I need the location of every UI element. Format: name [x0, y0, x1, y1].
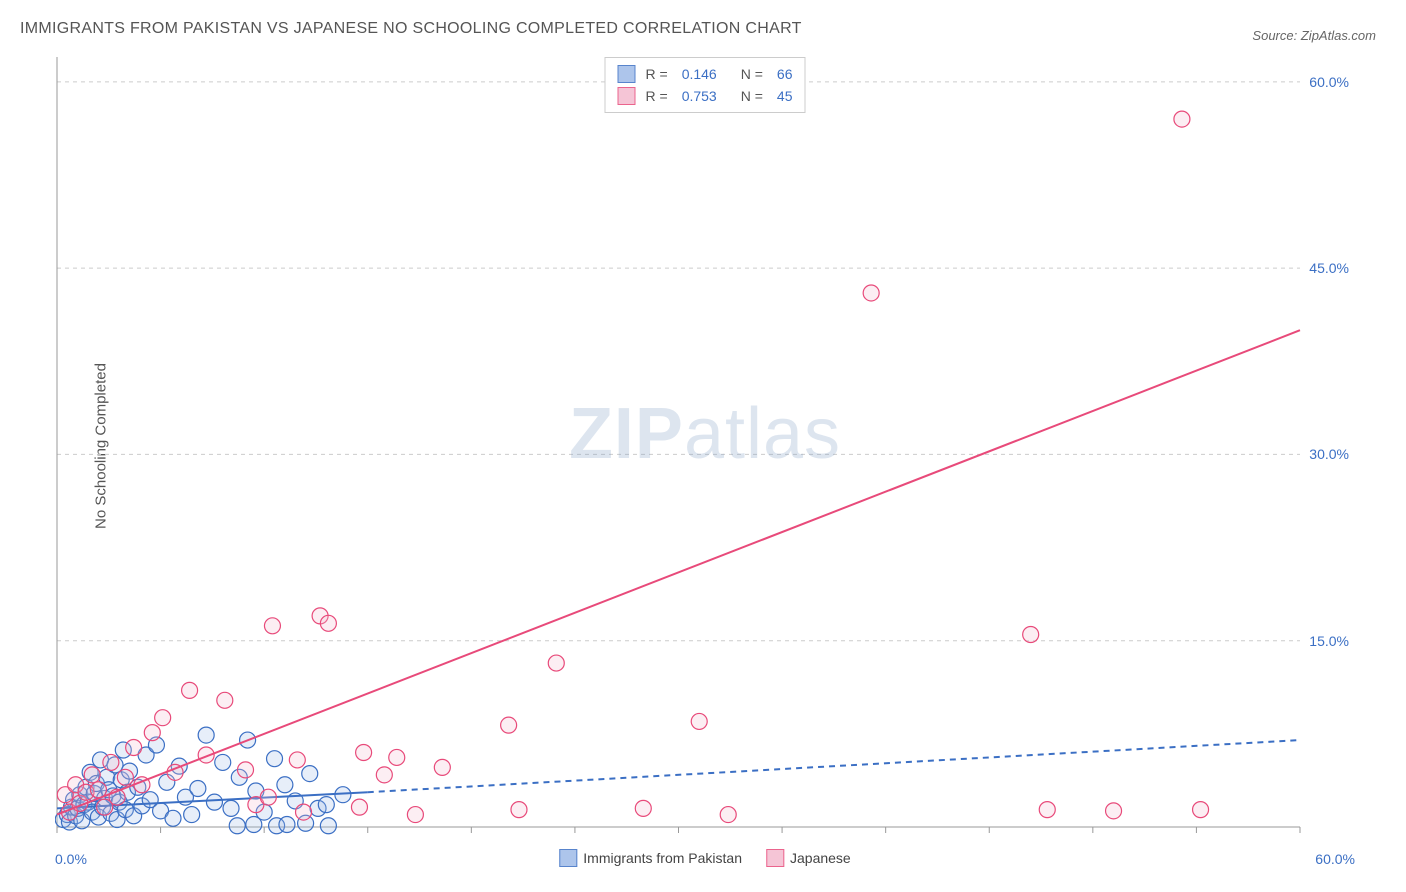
legend-swatch	[559, 849, 577, 867]
legend-series-label: Immigrants from Pakistan	[583, 850, 742, 866]
r-value: 0.753	[682, 88, 717, 104]
legend-swatch	[618, 87, 636, 105]
legend-series-item: Japanese	[766, 849, 851, 867]
legend-swatch	[766, 849, 784, 867]
n-label: N =	[741, 66, 763, 82]
y-tick-label: 30.0%	[1309, 446, 1349, 462]
n-value: 45	[777, 88, 793, 104]
legend-swatch	[618, 65, 636, 83]
r-label: R =	[646, 88, 668, 104]
n-value: 66	[777, 66, 793, 82]
legend-series: Immigrants from Pakistan Japanese	[559, 849, 850, 867]
scatter-chart	[55, 55, 1355, 845]
legend-stats-row: R = 0.146 N = 66	[618, 63, 793, 85]
n-label: N =	[741, 88, 763, 104]
legend-series-item: Immigrants from Pakistan	[559, 849, 742, 867]
y-tick-label: 60.0%	[1309, 74, 1349, 90]
y-tick-label: 15.0%	[1309, 633, 1349, 649]
r-label: R =	[646, 66, 668, 82]
x-tick-label: 60.0%	[1315, 851, 1355, 867]
y-tick-label: 45.0%	[1309, 260, 1349, 276]
source-attribution: Source: ZipAtlas.com	[1252, 28, 1376, 43]
source-value: ZipAtlas.com	[1301, 28, 1376, 43]
legend-stats-row: R = 0.753 N = 45	[618, 85, 793, 107]
plot-area: ZIPatlas R =0.146N =66R =0.753N =45 Immi…	[55, 55, 1355, 845]
legend-series-label: Japanese	[790, 850, 851, 866]
r-value: 0.146	[682, 66, 717, 82]
legend-stats: R = 0.146 N = 66 R = 0.753 N = 45	[605, 57, 806, 113]
x-tick-label: 0.0%	[55, 851, 87, 867]
chart-title: IMMIGRANTS FROM PAKISTAN VS JAPANESE NO …	[20, 20, 802, 38]
source-label: Source:	[1252, 28, 1297, 43]
